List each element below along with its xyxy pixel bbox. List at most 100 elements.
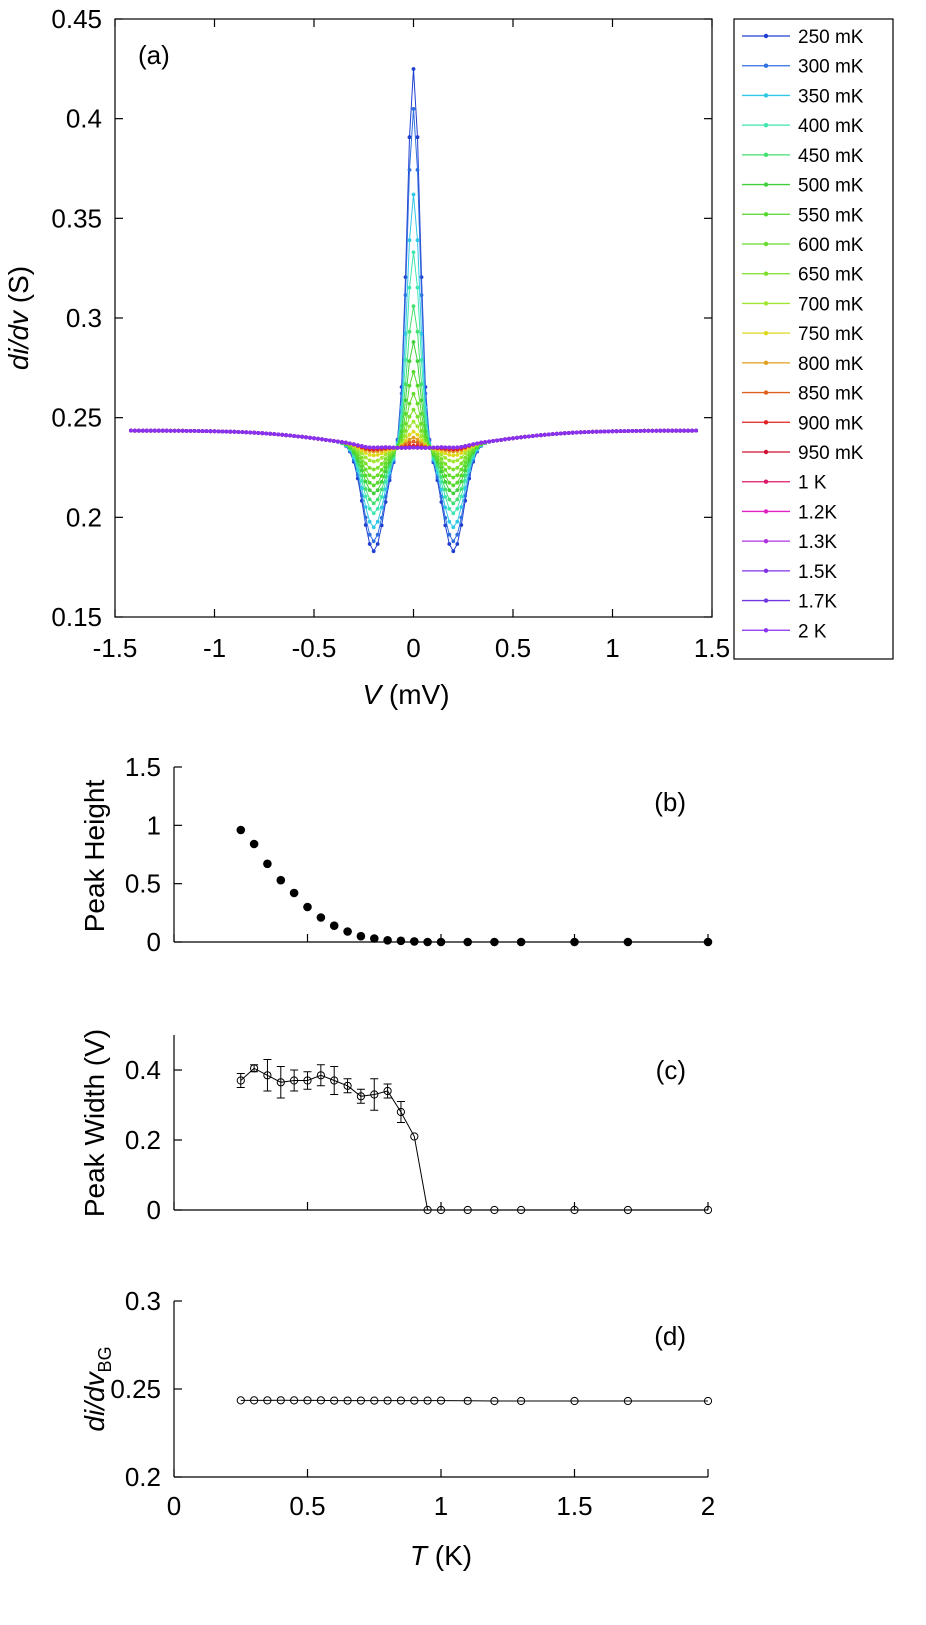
data-point (415, 168, 420, 172)
data-point (517, 1396, 526, 1406)
data-point (192, 429, 197, 433)
data-point (371, 539, 376, 544)
data-point (443, 456, 448, 460)
data-point (375, 473, 380, 478)
data-point (646, 428, 651, 433)
data-point (383, 457, 388, 461)
data-point (330, 1076, 339, 1085)
legend-swatch-marker (763, 271, 769, 276)
data-point (411, 435, 416, 440)
data-point (216, 429, 221, 434)
legend-entry: 250 mK (742, 27, 864, 48)
series-line (240, 1399, 708, 1402)
data-point (379, 456, 384, 460)
data-point (367, 453, 372, 457)
data-point (403, 412, 408, 416)
series-line (130, 370, 697, 486)
x-tick-label: 0 (167, 1491, 181, 1521)
legend-entry: 2 K (742, 621, 827, 642)
panel-a: -1.5 -1 -0.5 0 0.5 1 1.5 0.15 0.2 0.25 0.3 0.35 0.4 0… (3, 4, 730, 710)
data-point (403, 438, 408, 443)
panel-b: 0 0.5 1 1.5 (b) Peak Height (79, 752, 713, 957)
data-point (439, 465, 444, 470)
data-point (606, 429, 611, 434)
y-tick-label: 0 (147, 1195, 161, 1225)
data-point (268, 431, 273, 436)
data-point (212, 429, 217, 434)
data-point (328, 438, 332, 443)
data-point (455, 506, 460, 511)
data-point (459, 479, 464, 484)
data-point (379, 523, 384, 528)
legend-label: 2 K (798, 621, 827, 642)
data-point (411, 67, 416, 71)
data-point (459, 451, 464, 455)
data-point (419, 398, 424, 403)
data-point (367, 532, 372, 537)
data-point (451, 491, 456, 496)
data-point (208, 429, 213, 434)
data-point (415, 432, 420, 437)
y-tick-label: 1 (147, 810, 161, 840)
data-point (367, 458, 372, 463)
y-tick-label: 0.3 (66, 303, 102, 333)
data-point (303, 1396, 312, 1405)
panel-label: (d) (654, 1321, 686, 1351)
data-point (375, 532, 380, 537)
data-point (403, 421, 408, 426)
data-point (367, 519, 372, 524)
data-point (459, 515, 464, 520)
data-point (467, 443, 472, 448)
data-point (276, 1078, 285, 1087)
data-point (379, 451, 384, 456)
series-line (130, 68, 697, 553)
legend-label: 900 mK (798, 413, 864, 434)
x-axis-label: V (mV) (362, 679, 449, 710)
data-point (379, 445, 384, 450)
y-axis-label: di/dv (S) (3, 266, 34, 370)
panel-label: (a) (138, 40, 170, 70)
data-point (451, 549, 456, 554)
x-tick-label: 0 (406, 633, 420, 663)
x-tick-label: -1.5 (93, 633, 138, 663)
error-bar (263, 1059, 272, 1092)
data-point (363, 515, 368, 520)
y-tick-label: 0.15 (51, 602, 102, 632)
data-point (415, 285, 420, 290)
data-point (447, 458, 452, 463)
data-point (359, 473, 364, 478)
y-tick-label: 0.2 (125, 1462, 161, 1492)
data-point (363, 461, 368, 466)
data-point (487, 439, 491, 444)
data-point (403, 398, 408, 403)
x-axis-label-unit: (K) (427, 1540, 472, 1571)
data-point (375, 506, 380, 511)
data-point (578, 430, 583, 435)
data-point (300, 434, 304, 439)
legend-entry: 1.3K (742, 532, 837, 553)
data-point (371, 467, 376, 472)
data-point (343, 1081, 352, 1090)
data-point (188, 429, 193, 433)
error-bar (356, 1088, 365, 1104)
legend-label: 650 mK (798, 265, 864, 286)
legend-swatch-marker (763, 93, 769, 98)
data-point (224, 429, 229, 434)
data-point (566, 431, 571, 435)
y-axis-label: Peak Width (V) (79, 1029, 110, 1217)
y-tick-label: 1.5 (125, 752, 161, 782)
data-point (367, 445, 372, 450)
data-point (256, 431, 261, 435)
data-point (451, 525, 456, 530)
data-point (650, 428, 655, 433)
data-point (686, 428, 690, 433)
data-point (439, 487, 444, 492)
data-point (455, 473, 460, 478)
data-point (367, 542, 372, 546)
data-point (490, 937, 499, 947)
data-point (419, 358, 424, 362)
data-point (451, 483, 456, 488)
data-point (371, 453, 376, 458)
data-point (340, 440, 344, 444)
data-point (303, 1076, 312, 1085)
